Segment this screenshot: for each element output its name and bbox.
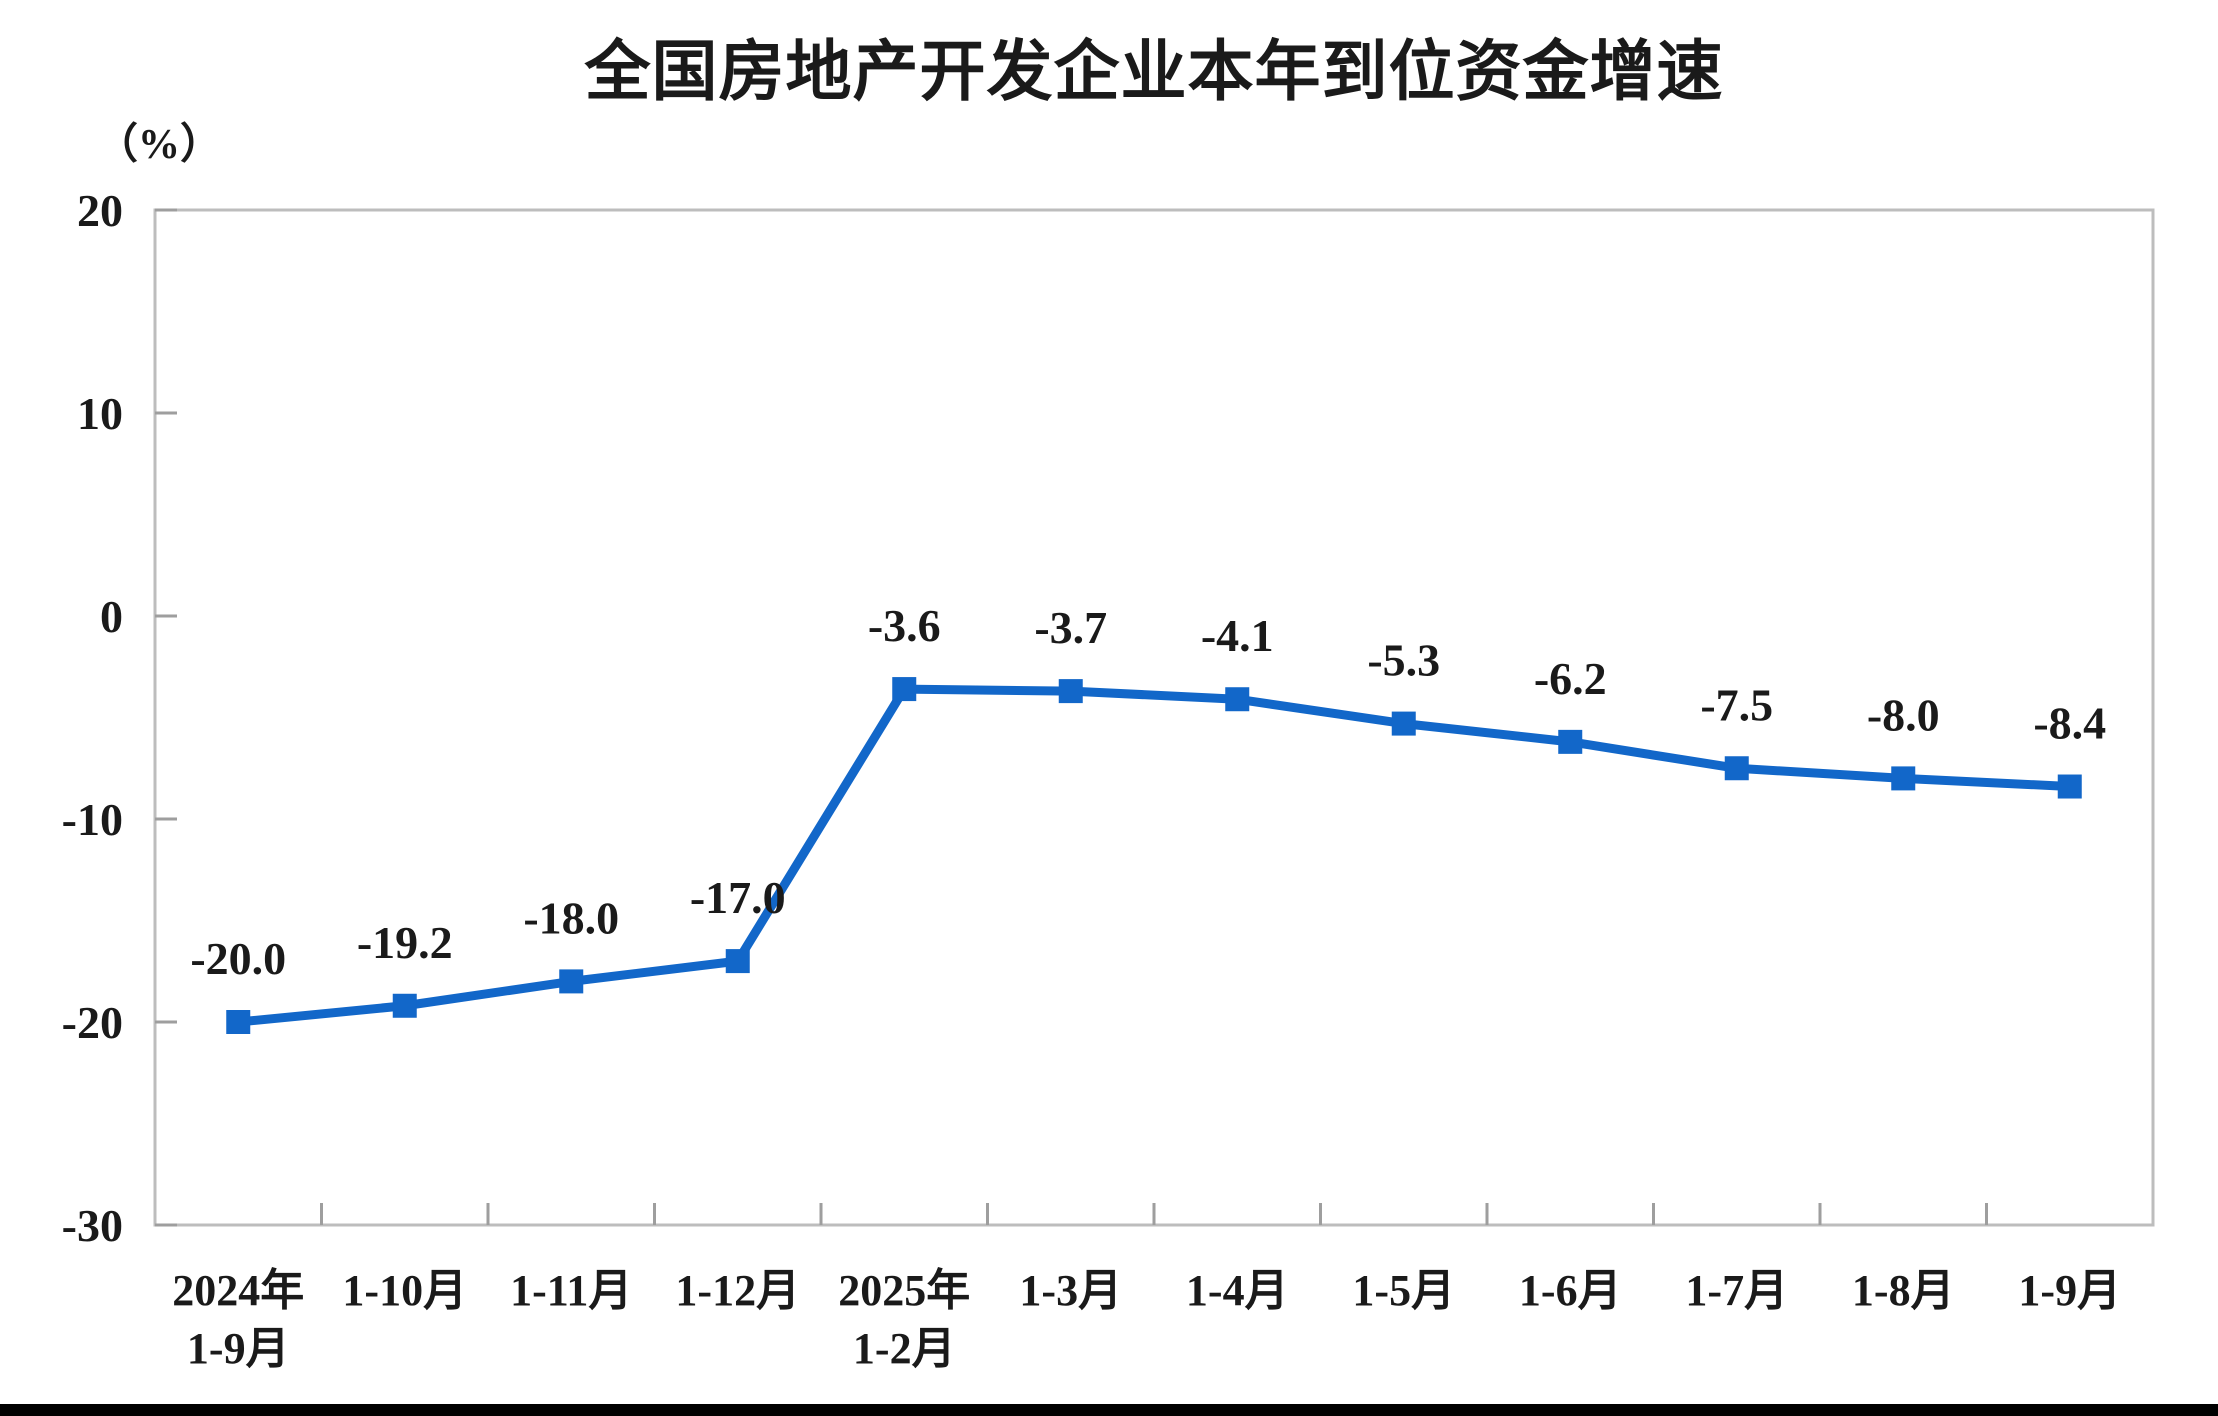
- data-point-marker: [1391, 711, 1416, 736]
- data-point-marker: [1058, 679, 1083, 704]
- x-axis-tick-label: 2025年 1-2月: [838, 1266, 970, 1373]
- x-axis-tick-label: 1-3月: [1019, 1266, 1122, 1315]
- y-axis-tick-label: -10: [62, 794, 123, 845]
- y-axis-tick-label: -20: [62, 997, 123, 1048]
- y-axis-unit-label: （%）: [96, 122, 223, 168]
- data-point-label: -17.0: [690, 872, 786, 923]
- data-point-marker: [1225, 687, 1250, 712]
- x-axis-tick-label: 1-5月: [1352, 1266, 1455, 1315]
- x-axis-tick-label: 1-6月: [1519, 1266, 1622, 1315]
- data-point-label: -8.0: [1867, 689, 1940, 740]
- x-axis-tick-label: 1-7月: [1685, 1266, 1788, 1315]
- x-axis-tick-label: 1-11月: [510, 1266, 632, 1315]
- data-point-label: -8.4: [2033, 698, 2106, 749]
- y-axis-tick-label: 10: [77, 388, 123, 439]
- data-point-marker: [226, 1010, 251, 1034]
- data-point-label: -5.3: [1367, 635, 1440, 686]
- data-point-label: -6.2: [1534, 653, 1607, 704]
- x-axis-tick-label: 1-8月: [1852, 1266, 1955, 1315]
- data-point-marker: [725, 949, 750, 974]
- x-axis-tick-label: 1-12月: [675, 1266, 800, 1315]
- y-axis-tick-label: 0: [100, 591, 123, 642]
- x-axis-tick-label: 1-4月: [1186, 1266, 1289, 1315]
- bottom-black-bar: [0, 1404, 2218, 1416]
- data-point-marker: [559, 969, 584, 994]
- data-point-marker: [2057, 774, 2082, 799]
- data-point-label: -7.5: [1700, 679, 1773, 730]
- data-point-label: -20.0: [190, 933, 286, 984]
- data-point-marker: [392, 993, 417, 1018]
- data-point-marker: [1891, 766, 1916, 791]
- data-point-label: -3.7: [1034, 602, 1107, 653]
- plot-frame: [153, 208, 2155, 1227]
- y-axis-tick-label: -30: [62, 1200, 123, 1251]
- data-point-marker: [892, 677, 917, 702]
- data-point-label: -3.6: [868, 600, 941, 651]
- data-point-label: -4.1: [1201, 610, 1274, 661]
- x-axis-tick-label: 1-9月: [2018, 1266, 2121, 1315]
- data-point-label: -18.0: [523, 892, 619, 943]
- data-point-marker: [1558, 729, 1583, 754]
- chart-title: 全国房地产开发企业本年到位资金增速: [584, 34, 1724, 108]
- data-point-label: -19.2: [357, 917, 453, 968]
- y-axis-tick-label: 20: [77, 185, 123, 236]
- data-point-marker: [1724, 756, 1749, 781]
- x-axis-tick-label: 1-10月: [342, 1266, 467, 1315]
- trend-line: [233, 684, 2075, 1027]
- x-axis-tick-label: 2024年 1-9月: [172, 1266, 304, 1373]
